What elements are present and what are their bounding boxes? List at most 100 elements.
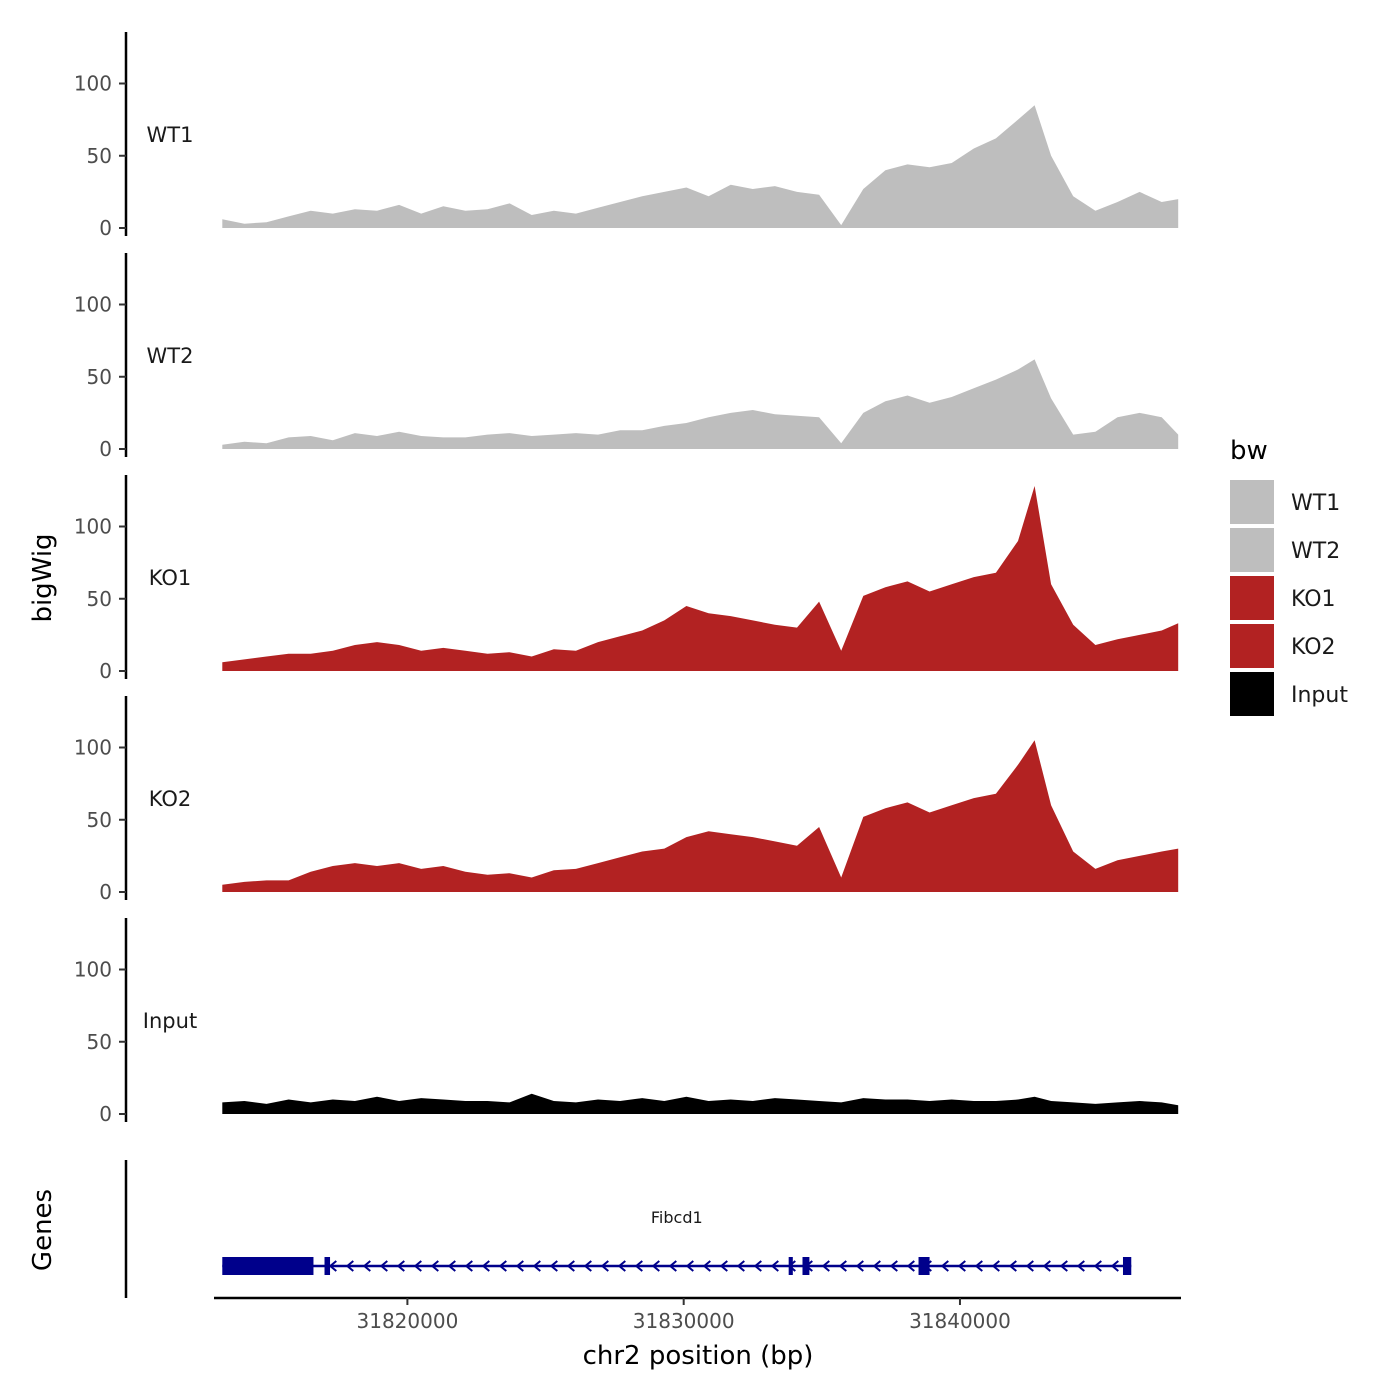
strand-arrow-icon xyxy=(668,1260,677,1272)
strand-arrow-icon xyxy=(1008,1260,1017,1272)
track-wt1: 0 50 100 WT1 xyxy=(74,32,1179,240)
strand-arrow-icon xyxy=(532,1260,541,1272)
y-tick-label: 100 xyxy=(74,515,112,539)
legend-key-wt1 xyxy=(1230,480,1274,524)
strand-arrow-icon xyxy=(447,1260,456,1272)
strand-arrow-icon xyxy=(430,1260,439,1272)
x-tick-label: 31820000 xyxy=(357,1309,459,1333)
track-wt2: 0 50 100 WT2 xyxy=(74,253,1179,461)
strand-arrow-icon xyxy=(685,1260,694,1272)
y-tick-label: 50 xyxy=(87,365,112,389)
y-tick-label: 100 xyxy=(74,72,112,96)
strand-arrow-icon xyxy=(991,1260,1000,1272)
y-tick-label: 50 xyxy=(87,808,112,832)
y-tick-label: 100 xyxy=(74,958,112,982)
y-tick-label: 100 xyxy=(74,736,112,760)
track-label: WT2 xyxy=(147,344,194,368)
y-axis-title: bigWig xyxy=(28,533,58,622)
legend-label: WT2 xyxy=(1291,539,1340,564)
y-tick-label: 0 xyxy=(99,437,112,461)
y-tick-label: 50 xyxy=(87,587,112,611)
strand-arrow-icon xyxy=(889,1260,898,1272)
strand-arrow-icon xyxy=(1025,1260,1034,1272)
strand-arrow-icon xyxy=(736,1260,745,1272)
strand-arrow-icon xyxy=(362,1260,371,1272)
strand-arrow-icon xyxy=(515,1260,524,1272)
strand-arrow-icon xyxy=(345,1260,354,1272)
coverage-area-input xyxy=(222,1093,1179,1114)
strand-arrow-icon xyxy=(821,1260,830,1272)
strand-arrow-icon xyxy=(1093,1260,1102,1272)
legend-key-input xyxy=(1230,672,1274,716)
gene-exon xyxy=(222,1257,314,1275)
strand-arrow-icon xyxy=(396,1260,405,1272)
strand-arrow-icon xyxy=(872,1260,881,1272)
track-ko1: 0 50 100 KO1 xyxy=(74,475,1179,683)
track-label: KO1 xyxy=(149,566,192,590)
coverage-area-ko2 xyxy=(222,740,1179,892)
strand-arrow-icon xyxy=(838,1260,847,1272)
gene-exon xyxy=(1122,1257,1132,1275)
gene-exon xyxy=(802,1257,810,1275)
strand-arrow-icon xyxy=(617,1260,626,1272)
legend-key-ko1 xyxy=(1230,576,1274,620)
strand-arrow-icon xyxy=(1110,1260,1119,1272)
strand-arrow-icon xyxy=(379,1260,388,1272)
gene-name-label: Fibcd1 xyxy=(651,1208,703,1227)
legend-title: bw xyxy=(1230,436,1268,466)
track-panels: 0 50 100 WT1 0 50 100 WT2 0 50 100 KO1 0 50 100 KO2 0 50 1… xyxy=(74,32,1179,1126)
y-tick-label: 100 xyxy=(74,293,112,317)
strand-arrow-icon xyxy=(328,1260,337,1272)
track-label: WT1 xyxy=(147,123,194,147)
track-input: 0 50 100 Input xyxy=(74,918,1179,1126)
y-tick-label: 0 xyxy=(99,659,112,683)
strand-arrow-icon xyxy=(974,1260,983,1272)
strand-arrow-icon xyxy=(634,1260,643,1272)
x-tick-label: 31840000 xyxy=(909,1309,1011,1333)
genes-panel: Fibcd1 xyxy=(124,1160,1132,1298)
x-axis: 31820000 31830000 31840000 xyxy=(214,1296,1181,1333)
strand-arrow-icon xyxy=(583,1260,592,1272)
strand-arrow-icon xyxy=(906,1260,915,1272)
legend-label: WT1 xyxy=(1291,491,1340,516)
legend-label: KO1 xyxy=(1291,587,1336,612)
strand-arrow-icon xyxy=(1042,1260,1051,1272)
y-tick-label: 50 xyxy=(87,1030,112,1054)
track-label: KO2 xyxy=(149,787,192,811)
strand-arrow-icon xyxy=(498,1260,507,1272)
gene-exon xyxy=(324,1257,331,1275)
strand-arrow-icon xyxy=(481,1260,490,1272)
strand-arrow-icon xyxy=(651,1260,660,1272)
gene-exon xyxy=(788,1257,793,1275)
strand-arrow-icon xyxy=(770,1260,779,1272)
strand-arrow-icon xyxy=(1076,1260,1085,1272)
strand-arrow-icon xyxy=(719,1260,728,1272)
y-tick-label: 50 xyxy=(87,144,112,168)
legend: bw WT1 WT2 KO1 KO2 Input xyxy=(1230,436,1348,716)
y-tick-label: 0 xyxy=(99,216,112,240)
legend-key-wt2 xyxy=(1230,528,1274,572)
strand-arrow-icon xyxy=(464,1260,473,1272)
y-tick-label: 0 xyxy=(99,1102,112,1126)
genes-axis-title: Genes xyxy=(28,1189,58,1271)
strand-arrow-icon xyxy=(957,1260,966,1272)
strand-arrow-icon xyxy=(1059,1260,1068,1272)
strand-arrow-icon xyxy=(855,1260,864,1272)
strand-arrow-icon xyxy=(549,1260,558,1272)
track-ko2: 0 50 100 KO2 xyxy=(74,696,1179,904)
strand-arrow-icon xyxy=(566,1260,575,1272)
x-axis-title: chr2 position (bp) xyxy=(583,1341,814,1371)
y-tick-label: 0 xyxy=(99,880,112,904)
coverage-area-wt2 xyxy=(222,359,1179,449)
legend-key-ko2 xyxy=(1230,624,1274,668)
coverage-area-ko1 xyxy=(222,486,1179,671)
x-tick-label: 31830000 xyxy=(633,1309,735,1333)
strand-arrow-icon xyxy=(413,1260,422,1272)
legend-label: KO2 xyxy=(1291,635,1336,660)
legend-label: Input xyxy=(1291,683,1348,708)
coverage-area-wt1 xyxy=(222,105,1179,228)
strand-arrow-icon xyxy=(600,1260,609,1272)
track-label: Input xyxy=(143,1009,197,1033)
strand-arrow-icon xyxy=(940,1260,949,1272)
